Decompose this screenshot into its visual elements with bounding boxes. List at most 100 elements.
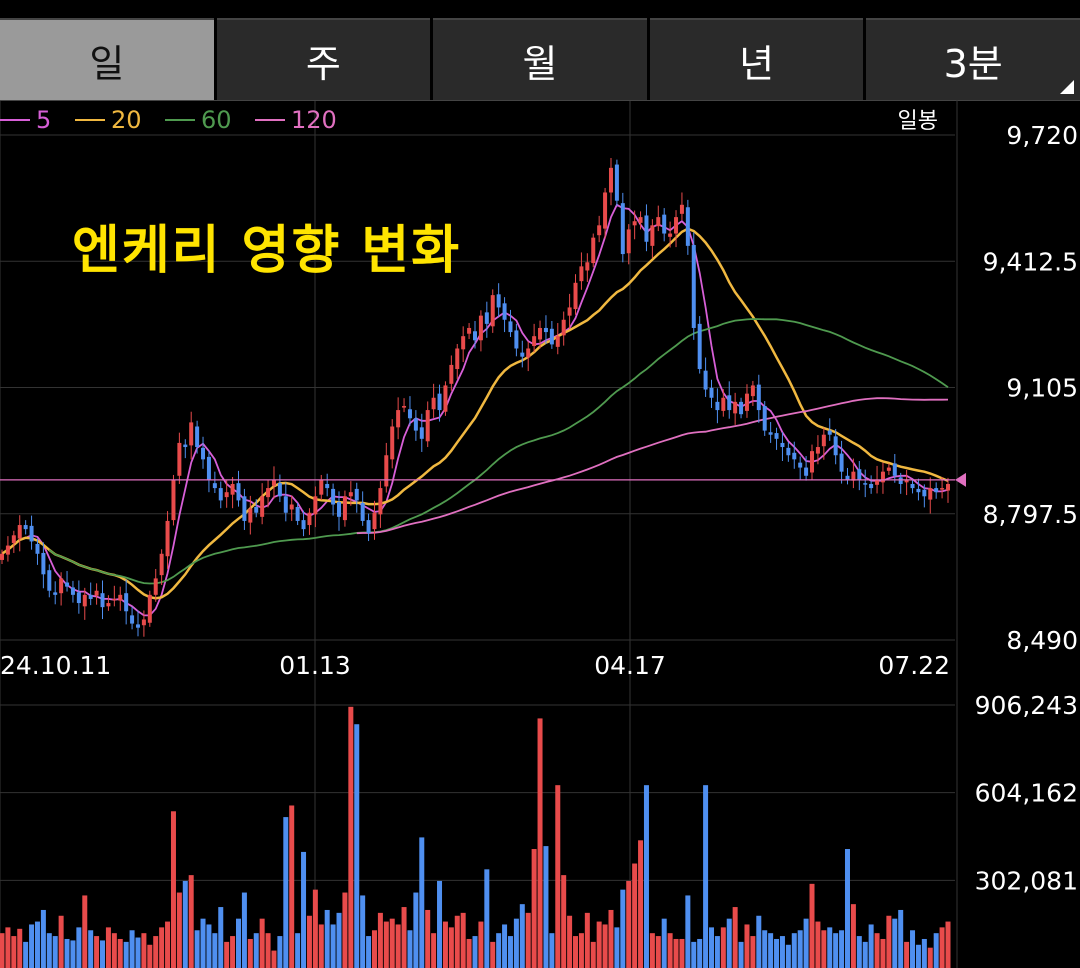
volume-bar: [815, 921, 821, 968]
candle-body: [798, 462, 803, 468]
candle-body: [827, 430, 832, 435]
volume-bar: [874, 933, 880, 968]
candle-body: [467, 327, 472, 334]
candle-body: [662, 214, 667, 234]
volume-bar: [295, 933, 301, 968]
candle-body: [792, 452, 797, 460]
candle-body: [147, 594, 152, 623]
volume-bar: [437, 880, 443, 968]
volume-bar: [354, 724, 360, 968]
volume-bar: [111, 933, 117, 968]
candle-body: [266, 488, 271, 498]
candle-body: [756, 384, 761, 411]
tab-month[interactable]: 월: [433, 18, 647, 100]
volume-bar: [791, 933, 797, 968]
volume-bar: [153, 936, 159, 968]
candle-body: [348, 492, 353, 497]
chart-grid: [0, 100, 1080, 968]
volume-bar: [11, 936, 17, 968]
tab-3min-label: 3분: [943, 41, 1003, 86]
candle-body: [697, 323, 702, 370]
current-price-marker: [0, 472, 966, 487]
volume-bar: [927, 947, 933, 968]
candle-body: [715, 401, 720, 411]
candle-body: [206, 456, 211, 480]
candle-body: [135, 624, 140, 628]
candle-body: [579, 266, 584, 282]
volume-bar: [614, 927, 620, 968]
volume-bar: [762, 930, 768, 968]
candle-body: [59, 578, 64, 594]
candle-body: [5, 545, 10, 555]
candle-body: [242, 496, 247, 521]
volume-bar: [738, 941, 744, 968]
volume-bar: [756, 915, 762, 968]
volume-bar: [945, 921, 951, 968]
tab-year[interactable]: 년: [649, 18, 864, 100]
candle-body: [473, 331, 477, 341]
stock-chart[interactable]: 9,720 9,412.5 9,105 8,797.5 8,490 24.10.11 01…: [0, 100, 1080, 968]
volume-bar: [750, 936, 756, 968]
volume-bar: [904, 941, 910, 968]
candle-body: [685, 207, 690, 246]
candle-body: [928, 488, 933, 500]
candle-body: [538, 327, 543, 340]
volume-bar: [649, 933, 655, 968]
volume-bar: [88, 930, 94, 968]
volume-bar: [383, 921, 389, 968]
candle-body: [721, 397, 726, 411]
volume-bar: [685, 895, 691, 968]
volume-bar: [661, 918, 667, 968]
candle-body: [437, 393, 442, 411]
volume-bar: [182, 880, 188, 968]
tab-3min[interactable]: 3분: [866, 18, 1080, 100]
volume-bar: [679, 938, 685, 968]
candle-body: [514, 330, 519, 349]
volume-bar: [862, 941, 868, 968]
candle-body: [100, 593, 105, 608]
volume-bar: [827, 927, 833, 968]
candle-body: [526, 348, 531, 358]
date-tick-label: 01.13: [279, 651, 351, 680]
volume-bar: [774, 938, 780, 968]
volume-bar: [100, 940, 106, 968]
candle-body: [626, 229, 631, 254]
volume-bar: [921, 938, 927, 968]
candle-body: [727, 395, 732, 411]
candle-body: [29, 525, 34, 542]
volume-bar: [537, 718, 543, 968]
candle-body: [549, 328, 554, 345]
candle-body: [597, 225, 602, 236]
volume-bar: [939, 927, 945, 968]
volume-bar: [643, 785, 649, 968]
tab-day[interactable]: 일: [0, 18, 214, 100]
candle-body: [295, 506, 300, 521]
candle-body: [88, 594, 93, 599]
tab-week[interactable]: 주: [216, 18, 431, 100]
volume-bar: [608, 909, 614, 968]
dropdown-corner-icon[interactable]: [1059, 80, 1074, 94]
candle-body: [638, 217, 643, 223]
candle-body: [124, 593, 129, 612]
candle-body: [319, 479, 324, 495]
candle-body: [668, 233, 673, 237]
volume-bar: [419, 837, 425, 968]
annotation-text: 엔케리 영향 변화: [72, 221, 462, 281]
volume-bar: [868, 924, 874, 968]
candle-body: [496, 294, 501, 308]
volume-bar: [200, 918, 206, 968]
tab-week-label: 주: [305, 41, 341, 86]
volume-bar: [590, 941, 596, 968]
volume-bar: [655, 936, 661, 968]
volume-bar: [165, 921, 171, 968]
volume-bar: [898, 909, 904, 968]
candle-body: [567, 307, 572, 316]
legend-label: 120: [291, 106, 337, 134]
volume-bar: [52, 936, 58, 968]
volume-bar: [779, 936, 785, 968]
volume-bar: [555, 785, 561, 968]
candle-body: [762, 405, 767, 431]
candle-body: [201, 447, 206, 460]
volume-bar: [301, 851, 307, 968]
volume-bar: [366, 936, 372, 968]
